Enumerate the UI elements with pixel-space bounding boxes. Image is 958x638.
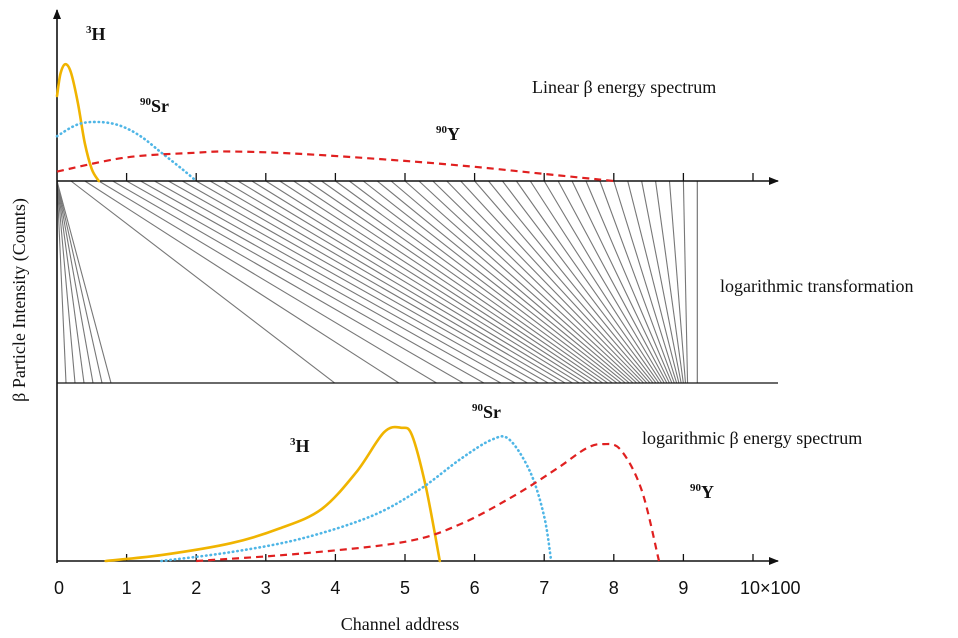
x-tick-label: 6 <box>470 578 480 598</box>
mapping-line <box>515 180 660 384</box>
mapping-line <box>279 180 592 384</box>
log-series-h <box>104 425 442 563</box>
mapping-line <box>154 180 516 384</box>
mapping-line <box>56 180 103 384</box>
mapping-line <box>599 180 675 384</box>
log-label-sr: 90Sr <box>472 402 501 422</box>
mapping-line <box>404 180 634 384</box>
mapping-line <box>56 180 94 384</box>
mapping-line <box>251 180 580 384</box>
mapping-line <box>543 180 665 384</box>
linear-label-h: 3H <box>86 24 106 44</box>
mapping-line <box>321 180 608 384</box>
mapping-line <box>126 180 485 384</box>
linear-label-y: 90Y <box>436 124 460 144</box>
mapping-line <box>418 180 638 384</box>
mapping-line <box>585 180 673 384</box>
x-tick-label: 7 <box>539 578 549 598</box>
linear-series-h <box>55 62 101 183</box>
mapping-line <box>655 180 684 384</box>
mapping-line <box>265 180 587 384</box>
log-label-h: 3H <box>290 436 310 456</box>
linear-series-sr <box>55 120 198 183</box>
mapping-line <box>571 180 670 384</box>
mapping-line <box>70 180 336 384</box>
log-label-y: 90Y <box>690 482 714 502</box>
mapping-line <box>460 180 648 384</box>
x-tick-label: 0 <box>54 578 64 598</box>
mapping-line <box>335 180 613 384</box>
mapping-line <box>502 180 657 384</box>
mapping-line <box>168 180 528 384</box>
mapping-line <box>627 180 680 384</box>
mapping-line <box>223 180 566 384</box>
mapping-line <box>641 180 682 384</box>
mapping-line <box>362 180 622 384</box>
mapping-line <box>56 180 85 384</box>
mapping-line <box>488 180 654 384</box>
x-tick-label: 9 <box>678 578 688 598</box>
mapping-line <box>668 180 687 384</box>
mapping-line <box>209 180 558 384</box>
x-axis-label: Channel address <box>341 614 459 634</box>
log-series-sr <box>160 435 553 563</box>
mapping-line <box>56 180 112 384</box>
mapping-line <box>56 180 76 384</box>
mapping-line <box>613 180 678 384</box>
x-tick-label: 1 <box>122 578 132 598</box>
linear-annotation: Linear β energy spectrum <box>532 77 716 97</box>
mapping-line <box>182 180 539 384</box>
mapping-line <box>432 180 641 384</box>
mapping-line <box>529 180 663 384</box>
mapping-line <box>237 180 573 384</box>
y-axis-label: β Particle Intensity (Counts) <box>9 198 30 402</box>
mapping-line <box>682 180 689 384</box>
x-tick-label: 10×100 <box>740 578 801 598</box>
mapping-line <box>56 180 67 384</box>
mapping-line <box>140 180 502 384</box>
x-tick-label: 2 <box>191 578 201 598</box>
log-series-y <box>196 442 661 563</box>
mapping-line <box>293 180 598 384</box>
x-tick-label: 4 <box>330 578 340 598</box>
log-annotation: logarithmic β energy spectrum <box>642 428 862 448</box>
mapping-line <box>390 180 630 384</box>
mapping-line <box>557 180 668 384</box>
mapping-line <box>348 180 618 384</box>
mapping-line <box>376 180 626 384</box>
linear-label-sr: 90Sr <box>140 96 169 116</box>
mapping-line <box>195 180 549 384</box>
x-tick-label: 8 <box>609 578 619 598</box>
mapping-annotation: logarithmic transformation <box>720 276 913 296</box>
mapping-line <box>474 180 651 384</box>
x-tick-label: 3 <box>261 578 271 598</box>
mapping-line <box>84 180 400 384</box>
x-tick-label: 5 <box>400 578 410 598</box>
mapping-line <box>112 180 464 384</box>
mapping-line <box>446 180 644 384</box>
mapping-line <box>307 180 603 384</box>
mapping-line <box>98 180 437 384</box>
